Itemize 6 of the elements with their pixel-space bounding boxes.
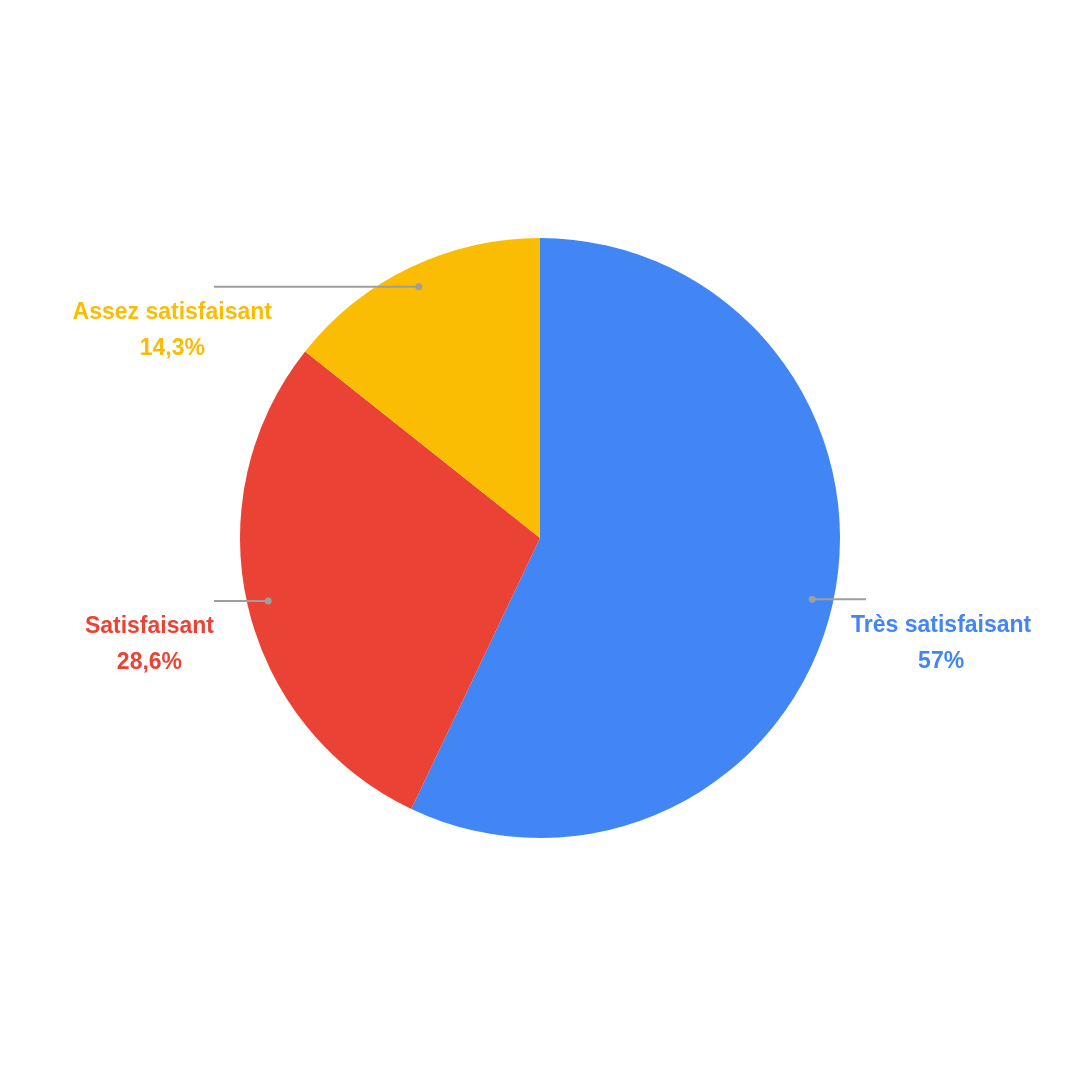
data-label: 57% — [918, 646, 965, 673]
slice-label: Satisfaisant — [84, 612, 215, 639]
data-label: 14,3% — [139, 334, 205, 361]
slice-label: Assez satisfaisant — [72, 298, 273, 325]
data-label: 28,6% — [116, 648, 183, 675]
slice-label: Très satisfaisant — [851, 610, 1032, 637]
